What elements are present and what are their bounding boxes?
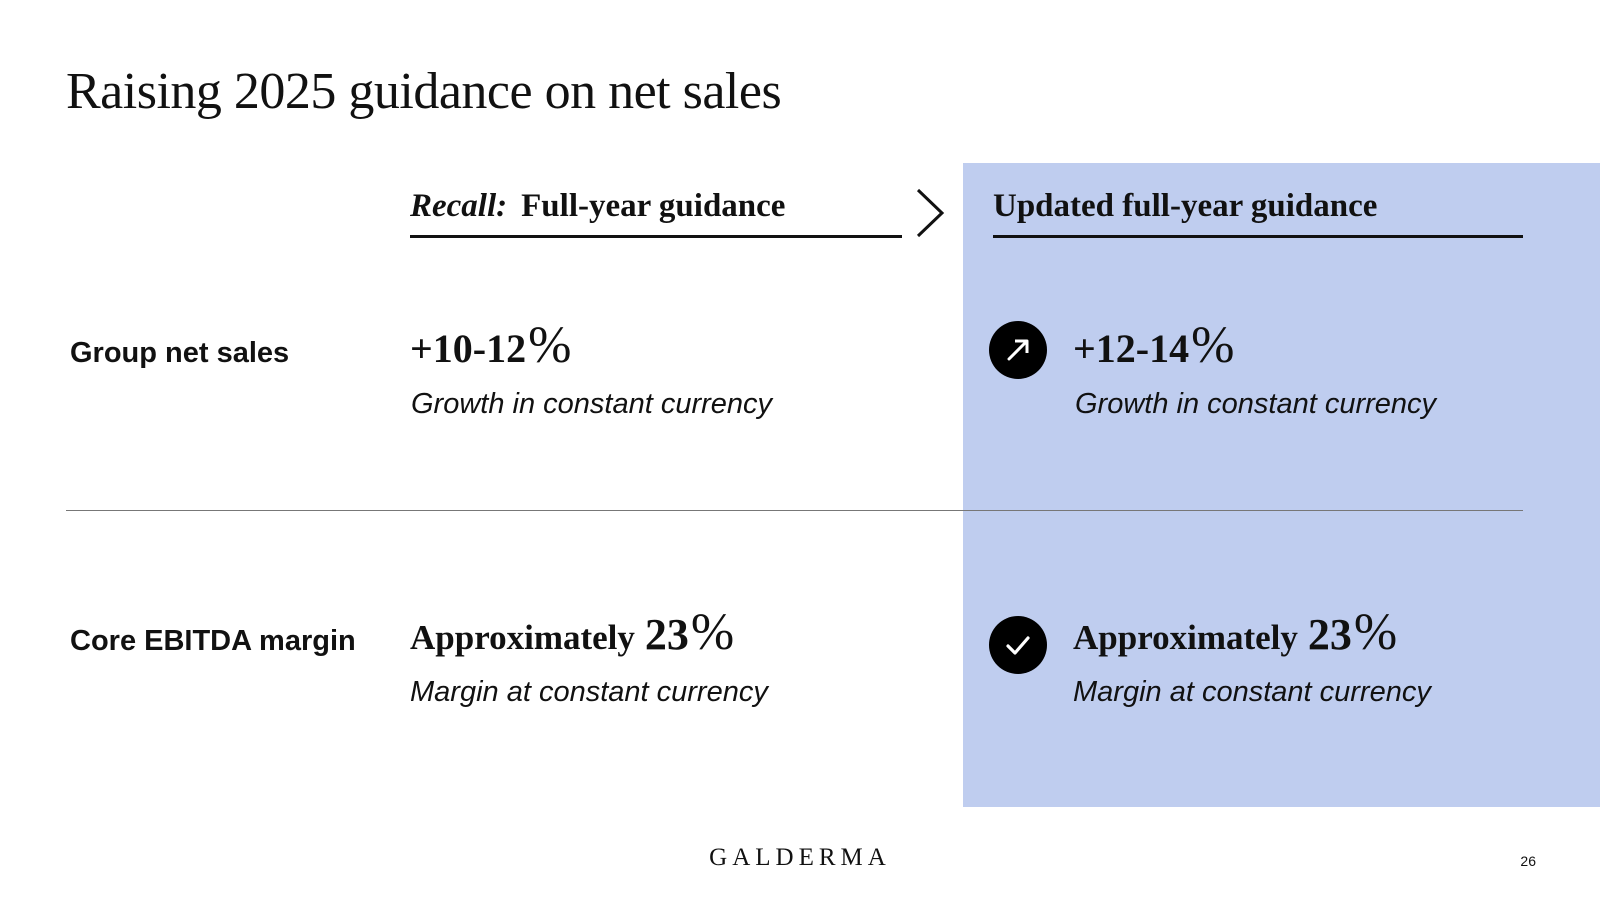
updated-net-sales-note: Growth in constant currency [1075, 388, 1437, 420]
value-number: 23 [644, 610, 689, 659]
value-unit: % [1353, 604, 1398, 661]
arrow-up-right-icon [989, 321, 1047, 379]
recall-header: Recall: Full-year guidance [410, 186, 902, 238]
company-logo: GALDERMA [709, 844, 891, 871]
updated-header: Updated full-year guidance [993, 186, 1523, 238]
value-prefix: Approximately [410, 618, 635, 657]
recall-net-sales-note: Growth in constant currency [411, 388, 773, 420]
updated-ebitda-value: Approximately 23% [1073, 607, 1397, 659]
recall-ebitda-note: Margin at constant currency [410, 676, 768, 708]
recall-header-label: Full-year guidance [521, 188, 786, 224]
recall-ebitda-value: Approximately 23% [410, 607, 734, 659]
updated-header-label: Updated full-year guidance [993, 188, 1378, 224]
value-number: 23 [1307, 610, 1352, 659]
value-prefix: Approximately [1073, 618, 1298, 657]
value-number: +12-14 [1073, 326, 1190, 371]
value-unit: % [528, 317, 572, 374]
recall-net-sales-value: +10-12% [410, 320, 571, 372]
value-unit: % [690, 604, 735, 661]
recall-prefix: Recall: [410, 188, 508, 224]
chevron-right-icon [916, 188, 945, 238]
row-label-core-ebitda-margin: Core EBITDA margin [70, 625, 356, 657]
checkmark-icon [989, 616, 1047, 674]
row-label-group-net-sales: Group net sales [70, 337, 290, 369]
value-number: +10-12 [410, 326, 527, 371]
updated-ebitda-note: Margin at constant currency [1073, 676, 1431, 708]
page-number: 26 [1520, 853, 1536, 869]
slide-title: Raising 2025 guidance on net sales [66, 63, 782, 120]
updated-net-sales-value: +12-14% [1073, 320, 1234, 372]
updated-guidance-panel [963, 163, 1600, 807]
row-divider [66, 510, 1523, 511]
value-unit: % [1191, 317, 1235, 374]
